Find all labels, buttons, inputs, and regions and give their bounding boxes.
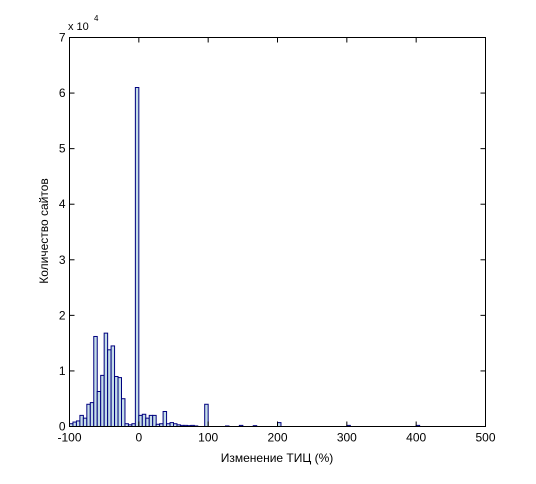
y-tick-label: 5 [59,142,66,156]
y-tick-label: 1 [59,364,66,378]
histogram-bar [277,422,282,427]
x-tick-label: 300 [337,431,357,445]
histogram-bar [204,403,209,427]
histogram-bar [89,402,95,427]
histogram-bar [134,87,140,427]
y-axis-label: Количество сайтов [37,178,51,284]
histogram-bar [96,390,102,427]
histogram-bar [107,349,112,427]
y-tick-label: 6 [59,86,66,100]
x-tick-label: 200 [267,431,287,445]
x-tick-label: 100 [198,431,218,445]
y-tick-label: 0 [59,420,66,434]
histogram-bar [148,414,154,427]
histogram-bar [72,421,77,428]
histogram-bar [162,410,168,428]
histogram-bar [86,403,91,427]
bars-group [69,87,421,428]
x-tick-label: 500 [475,431,495,445]
y-multiplier-label: x 10 [68,21,89,33]
histogram-bar [110,345,116,427]
histogram-bar [82,417,88,427]
histogram-bar [103,332,109,428]
histogram-bar [152,414,157,427]
histogram-bar [79,414,84,427]
y-tick-label: 2 [59,308,66,322]
histogram-bar [145,417,150,427]
histogram-bar [114,375,119,428]
x-tick-label: 400 [406,431,426,445]
y-tick-label: 7 [59,31,66,45]
histogram-bar [75,420,81,428]
x-tick-label: -100 [57,431,81,445]
histogram-bar [117,377,122,427]
x-tick-label: 0 [135,431,142,445]
histogram-bar [138,414,143,427]
y-multiplier-exponent: 4 [94,14,99,23]
x-axis-label: Изменение ТИЦ (%) [221,451,334,465]
histogram-bar [121,398,126,428]
histogram-bar [169,422,175,427]
histogram-bar [93,335,98,427]
histogram-bar [141,413,147,428]
y-tick-label: 3 [59,253,66,267]
histogram-bar [100,374,105,428]
y-tick-label: 4 [59,197,66,211]
